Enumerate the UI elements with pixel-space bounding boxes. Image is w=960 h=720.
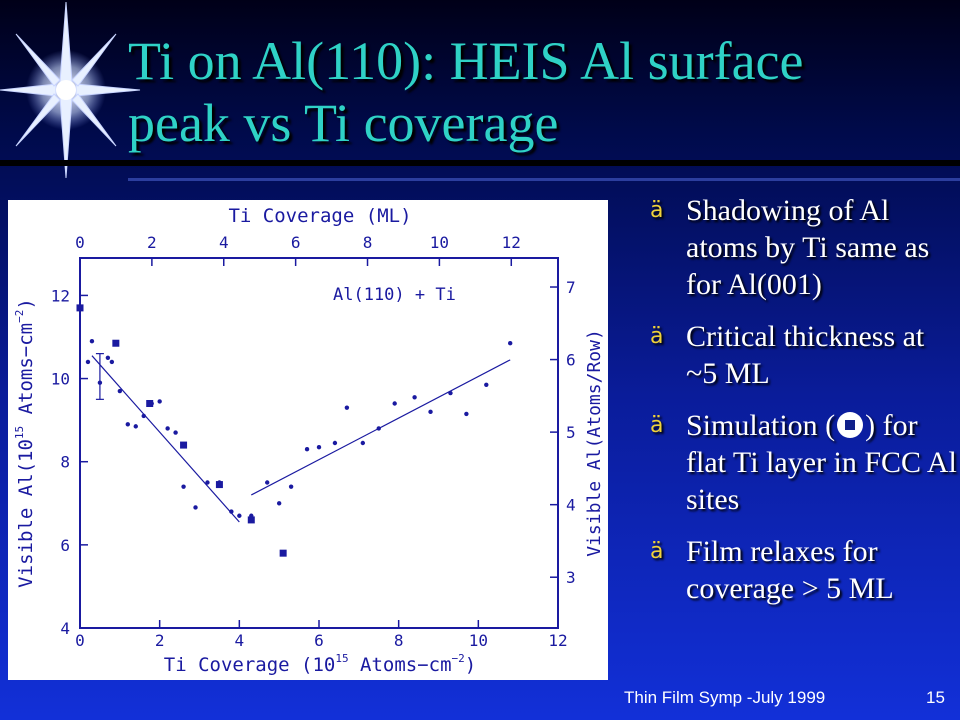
y-tick-label: 6 [60,536,70,555]
title-line-1: Ti on Al(110): HEIS Al surface [128,31,804,91]
data-point [412,395,417,400]
right-tick-label: 6 [566,351,576,370]
data-point-square [279,549,287,557]
top-tick-label: 4 [219,233,229,252]
top-tick-label: 0 [75,233,85,252]
top-tick-label: 6 [291,233,301,252]
page-number: 15 [926,688,945,707]
top-tick-label: 8 [363,233,373,252]
y-tick-label: 10 [51,370,70,389]
bottom-axis-title: Ti Coverage (1015 Atoms−cm−2) [164,652,477,676]
bullet-marker-icon: ä [650,324,664,349]
data-point [117,388,123,394]
data-point [193,505,198,510]
data-point [332,440,338,446]
bullet-text: Simulation ( [686,409,836,442]
data-point [125,422,130,427]
data-point [105,355,111,360]
data-point-square [76,304,84,312]
y-tick-label: 8 [60,453,70,472]
bullet-marker-icon: ä [650,198,664,223]
footer-text: Thin Film Symp -July 1999 [624,688,826,707]
data-point [428,409,433,415]
data-point [229,509,234,514]
top-axis-title: Ti Coverage (ML) [228,205,411,227]
right-axis-title: Visible Al(Atoms/Row) [584,329,605,557]
data-marks [76,304,513,557]
top-tick-label: 12 [502,233,521,252]
data-point [165,426,170,431]
data-point [288,484,294,489]
bullet-item: ä Critical thickness at ~5 ML [650,318,960,392]
data-point-square [180,441,188,449]
data-point [205,480,210,485]
data-point [392,401,397,406]
data-point [360,440,366,446]
data-point [173,430,178,435]
data-point [89,338,95,344]
fit-line [251,359,511,496]
data-point [157,399,162,404]
data-point [109,359,115,365]
data-point [85,359,91,365]
x-tick-label: 0 [75,631,85,650]
y-tick-label: 12 [51,286,70,305]
data-point [508,341,513,346]
data-point-square [247,516,255,524]
data-point [448,390,453,396]
x-tick-label: 2 [155,631,165,650]
right-tick-label: 7 [566,278,576,297]
data-point [265,480,270,485]
data-point-square [146,400,154,408]
bullet-text-continued: ) for flat Ti layer in FCC Al sites [686,409,957,516]
data-point-square [112,339,120,347]
simulation-square-icon [837,412,864,438]
chart-panel: Ti Coverage (ML) Ti Coverage (1015 Atoms… [8,200,608,680]
data-point [316,444,322,450]
x-tick-label: 8 [394,631,404,650]
right-tick-label: 4 [566,496,576,515]
bullet-text: Film relaxes for coverage > 5 ML [686,535,894,605]
top-tick-label: 2 [147,233,157,252]
bullet-marker-icon: ä [650,413,664,438]
right-tick-label: 5 [566,423,576,442]
data-point-square [215,481,223,489]
chart-annotation: Al(110) + Ti [333,285,456,305]
x-tick-label: 12 [548,631,567,650]
right-tick-label: 3 [566,568,576,587]
data-point [237,513,242,518]
axis-ticks: 0 2 4 6 8 10 12 0 2 4 6 8 10 12 4 6 8 10 12 3 4 5 6 7 [51,233,576,650]
slide-title: Ti on Al(110): HEIS Al surface peak vs T… [128,30,948,154]
bullet-item: ä Shadowing of Al atoms by Ti same as fo… [650,192,960,303]
top-tick-label: 10 [430,233,449,252]
x-tick-label: 10 [469,631,488,650]
data-point [304,447,310,452]
y-tick-label: 4 [60,619,70,638]
data-point [464,411,469,417]
bullet-item: ä Film relaxes for coverage > 5 ML [650,533,960,607]
heis-chart: Ti Coverage (ML) Ti Coverage (1015 Atoms… [13,205,605,676]
bullet-item: ä Simulation () for flat Ti layer in FCC… [650,407,960,518]
data-point [141,413,146,419]
starburst-decoration [0,1,141,179]
bullet-text: Shadowing of Al atoms by Ti same as for … [686,194,930,301]
bullet-text: Critical thickness at ~5 ML [686,320,925,390]
left-axis-title: Visible Al(1015 Atoms−cm−2) [13,298,37,588]
data-point [97,380,103,385]
title-line-2: peak vs Ti coverage [128,93,559,153]
bullet-list: ä Shadowing of Al atoms by Ti same as fo… [650,192,960,622]
x-tick-label: 6 [314,631,324,650]
bullet-marker-icon: ä [650,539,664,564]
plot-frame [79,257,559,629]
data-point [344,405,350,410]
data-point [181,484,186,489]
title-subdivider [128,178,960,181]
data-point [484,382,489,387]
data-point [133,424,138,429]
data-point [376,426,381,431]
x-tick-label: 4 [235,631,245,650]
fit-line [91,355,240,523]
title-divider [0,160,960,166]
data-point [276,501,282,506]
